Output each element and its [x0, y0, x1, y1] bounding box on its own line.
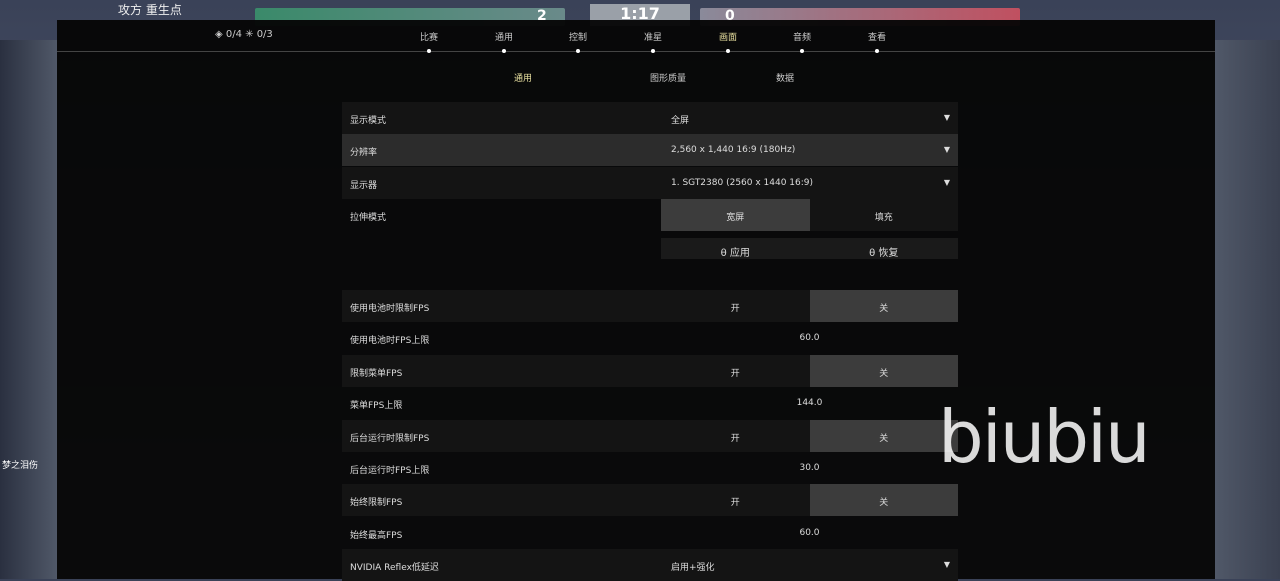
off-toggle[interactable]: 关: [809, 355, 958, 387]
monitor-row: 显示器 1. SGT2380 (2560 x 1440 16:9) ▼: [342, 167, 958, 199]
setting-label: 分辨率: [350, 148, 378, 158]
on-toggle[interactable]: 开: [730, 304, 740, 314]
objective-counts: ◈ 0/4 ✳ 0/3: [215, 29, 273, 40]
off-toggle[interactable]: 关: [809, 484, 958, 516]
setting-label: 使用电池时FPS上限: [350, 336, 430, 346]
battery-max-field[interactable]: 60.0: [661, 322, 958, 354]
on-toggle[interactable]: 开: [730, 498, 740, 508]
tab-general[interactable]: 通用: [494, 33, 514, 43]
tab-video[interactable]: 画面: [718, 33, 738, 43]
tab-controls[interactable]: 控制: [568, 33, 588, 43]
display-mode-dropdown[interactable]: 全屏 ▼: [661, 102, 958, 134]
setting-label: 拉伸模式: [350, 213, 387, 223]
value-text: 30.0: [799, 463, 820, 473]
dropdown-value: 2,560 x 1,440 16:9 (180Hz): [671, 145, 796, 155]
off-toggle[interactable]: 关: [809, 420, 958, 452]
value-text: 60.0: [799, 528, 820, 538]
setting-label: 后台运行时限制FPS: [350, 434, 430, 444]
setting-label: 限制菜单FPS: [350, 369, 403, 379]
on-toggle[interactable]: 开: [730, 434, 740, 444]
off-toggle[interactable]: 关: [809, 290, 958, 322]
apply-button[interactable]: θ 应用: [661, 238, 810, 259]
setting-label: 使用电池时限制FPS: [350, 304, 430, 314]
background-limit-row: 后台运行时限制FPS 开 关: [342, 420, 958, 452]
tab-match[interactable]: 比赛: [419, 33, 439, 43]
display-mode-row: 显示模式 全屏 ▼: [342, 102, 958, 134]
value-text: 144.0: [796, 398, 823, 408]
minimap-area: 梦之泪伤: [0, 40, 57, 579]
enemy-portraits: [1215, 40, 1280, 579]
setting-label: NVIDIA Reflex低延迟: [350, 563, 439, 573]
always-limit-row: 始终限制FPS 开 关: [342, 484, 958, 516]
settings-overlay: ◈ 0/4 ✳ 0/3 比赛 通用 控制 准星 画面 音频 查看 通用 图形质量…: [57, 20, 1215, 581]
setting-label: 显示模式: [350, 116, 387, 126]
caret-down-icon: ▼: [943, 178, 950, 187]
dropdown-value: 启用+强化: [671, 563, 715, 573]
spawn-label: 攻方 重生点: [118, 3, 182, 17]
always-max-field[interactable]: 60.0: [661, 517, 958, 549]
battery-max-row: 使用电池时FPS上限 60.0: [342, 322, 958, 354]
setting-label: 始终最高FPS: [350, 531, 403, 541]
tab-dot: [875, 49, 879, 53]
tab-divider: [57, 51, 1215, 52]
ally-score: 2: [537, 8, 547, 24]
tab-dot: [651, 49, 655, 53]
subtab-general[interactable]: 通用: [513, 74, 533, 84]
tab-dot: [726, 49, 730, 53]
dropdown-value: 1. SGT2380 (2560 x 1440 16:9): [671, 178, 814, 188]
resolution-row: 分辨率 2,560 x 1,440 16:9 (180Hz) ▼: [342, 134, 958, 166]
battery-limit-row: 使用电池时限制FPS 开 关: [342, 290, 958, 322]
subtab-graphics-quality[interactable]: 图形质量: [649, 74, 687, 84]
tab-audio[interactable]: 音频: [792, 33, 812, 43]
background-max-field[interactable]: 30.0: [661, 452, 958, 484]
caret-down-icon: ▼: [943, 145, 950, 154]
tab-crosshair[interactable]: 准星: [643, 33, 663, 43]
value-text: 60.0: [799, 333, 820, 343]
dropdown-value: 全屏: [671, 116, 690, 126]
tab-dot: [427, 49, 431, 53]
tab-dot: [502, 49, 506, 53]
background-max-row: 后台运行时FPS上限 30.0: [342, 452, 958, 484]
setting-label: 始终限制FPS: [350, 498, 403, 508]
widescreen-option[interactable]: 宽屏: [661, 199, 810, 231]
always-max-row: 始终最高FPS 60.0: [342, 517, 958, 549]
fill-option[interactable]: 填充: [874, 213, 893, 223]
tab-dot: [800, 49, 804, 53]
resolution-dropdown[interactable]: 2,560 x 1,440 16:9 (180Hz) ▼: [661, 134, 958, 166]
caret-down-icon: ▼: [943, 560, 950, 569]
stretch-mode-row: 拉伸模式 宽屏 填充: [342, 199, 958, 231]
caret-down-icon: ▼: [943, 113, 950, 122]
reflex-dropdown[interactable]: 启用+强化 ▼: [661, 549, 958, 581]
menu-max-row: 菜单FPS上限 144.0: [342, 387, 958, 419]
enemy-score: 0: [725, 8, 735, 24]
watermark-logo: biubiu: [938, 395, 1151, 479]
killfeed-player: 梦之泪伤: [2, 461, 39, 471]
apply-row: θ 应用 θ 恢复: [342, 238, 958, 259]
tab-dot: [576, 49, 580, 53]
setting-label: 后台运行时FPS上限: [350, 466, 430, 476]
restore-button[interactable]: θ 恢复: [809, 238, 958, 259]
menu-max-field[interactable]: 144.0: [661, 387, 958, 419]
tab-view[interactable]: 查看: [867, 33, 887, 43]
subtab-stats[interactable]: 数据: [775, 74, 795, 84]
reflex-row: NVIDIA Reflex低延迟 启用+强化 ▼: [342, 549, 958, 581]
setting-label: 显示器: [350, 181, 378, 191]
setting-label: 菜单FPS上限: [350, 401, 403, 411]
on-toggle[interactable]: 开: [730, 369, 740, 379]
monitor-dropdown[interactable]: 1. SGT2380 (2560 x 1440 16:9) ▼: [661, 167, 958, 199]
menu-limit-row: 限制菜单FPS 开 关: [342, 355, 958, 387]
